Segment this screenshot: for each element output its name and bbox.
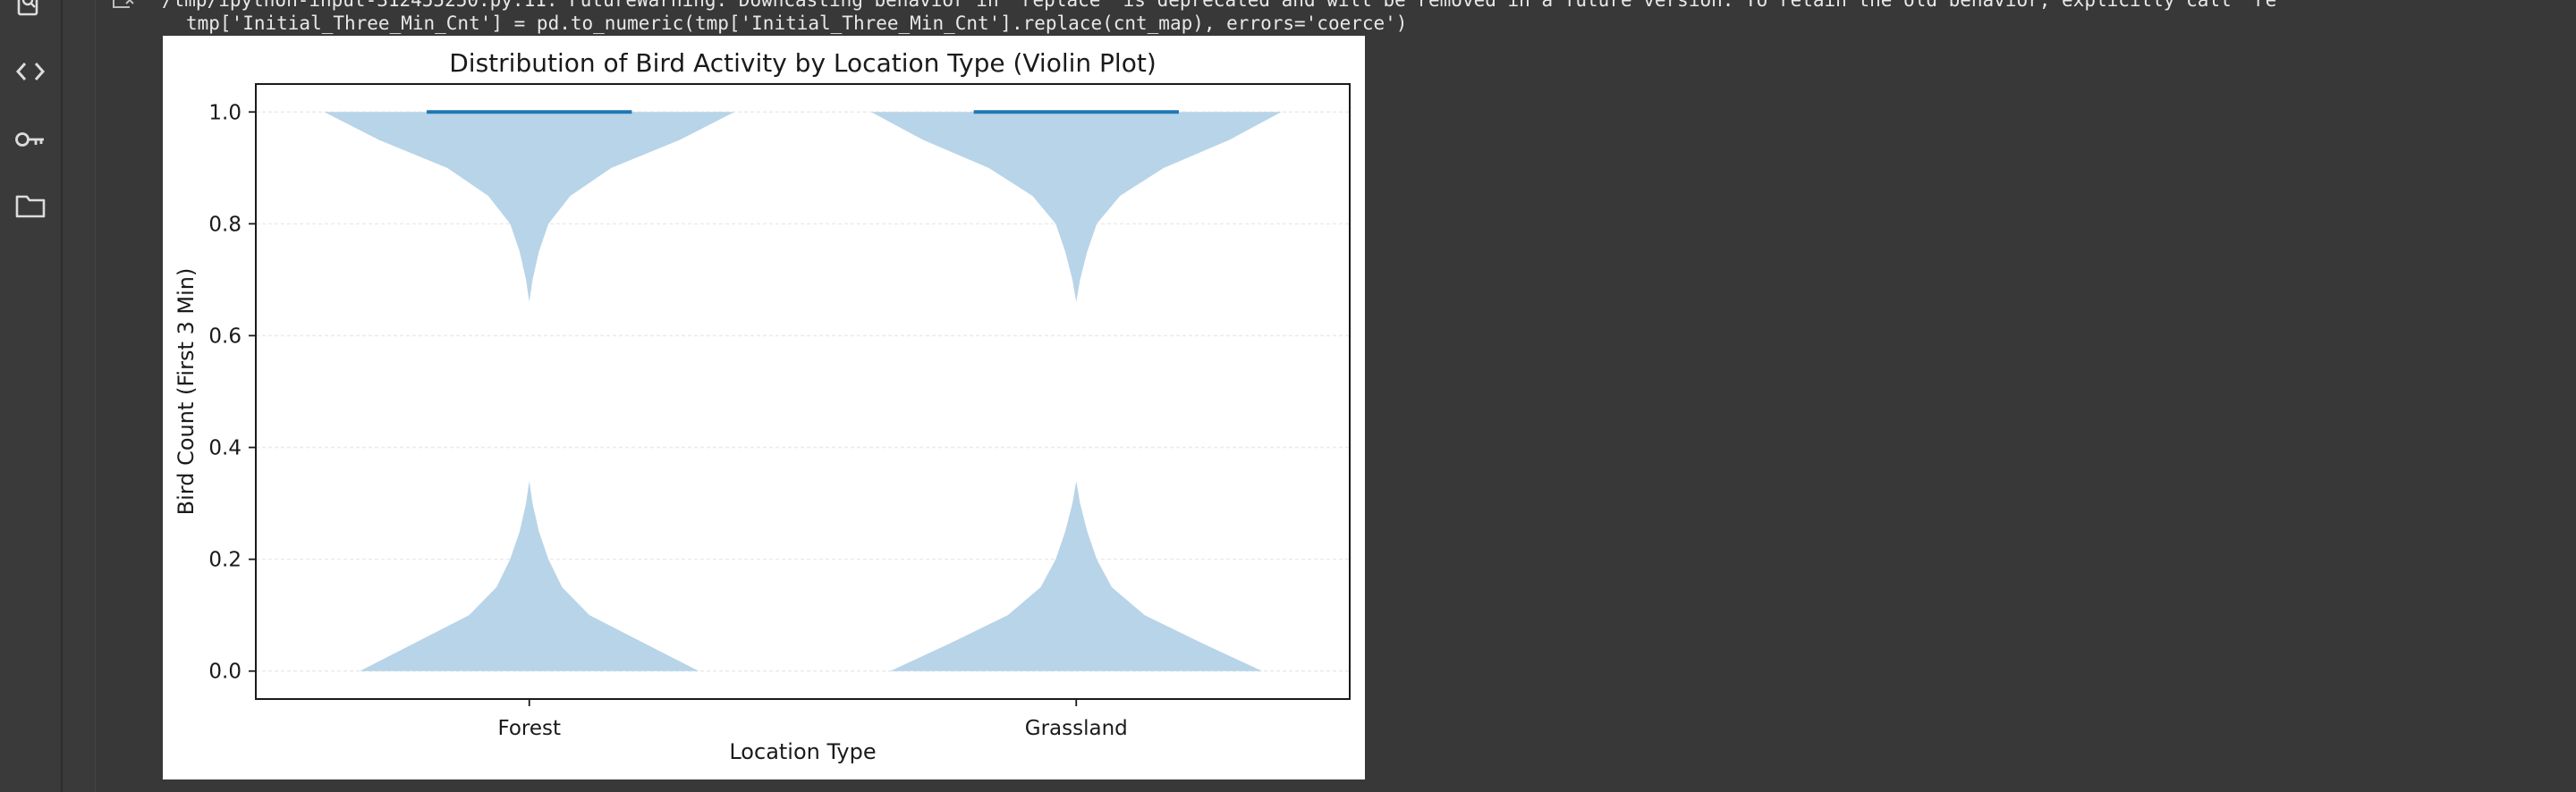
warning-text-code: tmp['Initial_Three_Min_Cnt'] = pd.to_num… [186,13,1408,34]
violin-body [324,112,735,671]
chart-svg: 0.0 0.2 0.4 0.6 0.8 1.0 Forest Grassland Distrib… [174,48,1351,764]
y-tick-label: 0.6 [208,324,242,348]
output-toggle-icon[interactable] [110,0,139,14]
x-axis-label: Location Type [729,739,876,764]
y-tick-label: 0.4 [208,437,242,460]
search-code-icon[interactable] [13,0,48,23]
x-tick-label: Forest [497,717,561,740]
left-sidebar [0,0,63,792]
key-icon[interactable] [13,122,48,157]
warning-text: /tmp/ipython-input-312455250.py:11: Futu… [162,0,2277,11]
code-brackets-icon[interactable] [13,54,48,89]
x-tick-label: Grassland [1025,717,1128,740]
y-tick-label: 0.8 [208,213,242,236]
folder-icon[interactable] [13,188,48,223]
y-tick-label: 0.0 [208,661,242,684]
y-tick-label: 1.0 [208,101,242,124]
violin-plot-figure: 0.0 0.2 0.4 0.6 0.8 1.0 Forest Grassland Distrib… [163,36,1365,779]
violin-body [870,112,1282,671]
chart-title: Distribution of Bird Activity by Locatio… [449,48,1157,78]
axes-frame [255,83,1351,700]
cell-gutter [63,0,96,792]
y-axis-label: Bird Count (First 3 Min) [174,268,199,516]
y-tick-label: 0.2 [208,549,242,572]
